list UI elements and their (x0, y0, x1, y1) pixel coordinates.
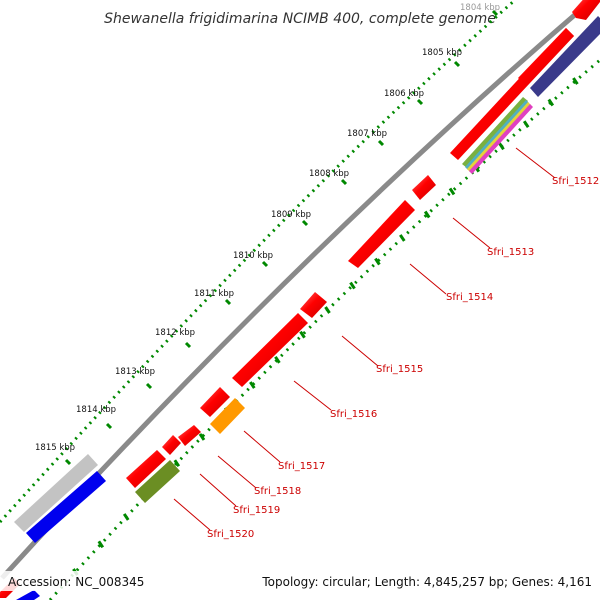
ruler-tick (64, 458, 72, 466)
gene-label-1513[interactable]: Sfri_1513 (487, 247, 534, 258)
inner-tick (198, 433, 206, 441)
gene-arrow-gray[interactable] (14, 454, 98, 532)
inner-tick (547, 98, 555, 107)
ruler-tick (453, 60, 461, 68)
footer-accession-bg (0, 571, 128, 591)
gene-arrow-top-right[interactable] (572, 0, 600, 20)
inner-tick (349, 281, 356, 290)
inner-tick (299, 330, 306, 339)
ruler-label: 1809 kbp (271, 210, 311, 220)
ruler-label: 1804 kbp (460, 3, 500, 13)
leader-1513 (452, 217, 491, 249)
gene-label-1515[interactable]: Sfri_1515 (376, 364, 423, 375)
inner-tick (572, 77, 579, 85)
ruler-tick (340, 178, 348, 186)
ruler-tick (145, 382, 153, 390)
ruler-tick (301, 219, 309, 227)
gene-label-1514[interactable]: Sfri_1514 (446, 292, 493, 303)
inner-tick-marks (72, 77, 579, 576)
gene-label-1520[interactable]: Sfri_1520 (207, 529, 254, 540)
ruler-tick (224, 298, 232, 306)
gene-arrow-1518-a[interactable] (200, 387, 230, 417)
ruler-tick (184, 341, 192, 349)
ruler-label: 1814 kbp (76, 405, 116, 415)
inner-tick (97, 540, 105, 549)
gene-arrow-1513-small[interactable] (412, 175, 436, 200)
inner-tick (448, 187, 456, 196)
leader-1517 (243, 430, 281, 463)
gene-label-1516[interactable]: Sfri_1516 (330, 409, 377, 420)
ruler-ticks (64, 9, 499, 466)
ruler-label: 1812 kbp (155, 328, 195, 338)
gene-arrow-1515-small[interactable] (300, 292, 327, 318)
gene-labels: Sfri_1512 Sfri_1513 Sfri_1514 Sfri_1515 … (207, 176, 599, 540)
label-leaders (173, 147, 556, 531)
gene-arrow-1518-c[interactable] (162, 435, 181, 455)
gene-arrow-1519-olive[interactable] (135, 460, 180, 503)
ruler-tick (261, 260, 269, 268)
gene-label-1517[interactable]: Sfri_1517 (278, 461, 325, 472)
gene-arrow-navy[interactable] (530, 16, 600, 97)
feature-stripe-green (462, 97, 528, 168)
ruler-label: 1813 kbp (115, 367, 155, 377)
gene-label-1512[interactable]: Sfri_1512 (552, 176, 599, 187)
feature-stripe-cyan (465, 100, 529, 170)
inner-tick (399, 234, 406, 242)
multicolor-feature[interactable] (462, 97, 533, 174)
leader-1520 (173, 498, 211, 531)
ruler-inner-track (48, 58, 600, 600)
inner-tick (249, 381, 256, 389)
gene-arrow-1516[interactable] (232, 313, 308, 387)
gene-arrow-1518-b[interactable] (178, 425, 201, 446)
leader-1515 (341, 335, 379, 367)
leader-1519 (199, 473, 237, 507)
gene-arrow-1514[interactable] (348, 200, 415, 268)
inner-tick (122, 513, 130, 521)
leader-1512 (515, 147, 556, 179)
ruler-tick (491, 9, 499, 17)
gene-arrow-1517-orange[interactable] (210, 398, 245, 434)
map-title: Shewanella frigidimarina NCIMB 400, comp… (104, 11, 496, 27)
gene-arrow-blue[interactable] (26, 471, 106, 543)
gene-arrow-small-red[interactable] (518, 28, 574, 86)
inner-tick (324, 306, 331, 314)
gene-label-1519[interactable]: Sfri_1519 (233, 505, 280, 516)
inner-tick (274, 355, 281, 364)
ruler-label: 1807 kbp (347, 129, 387, 139)
ruler-label: 1806 kbp (384, 89, 424, 99)
ruler-tick (105, 422, 113, 430)
inner-tick (498, 142, 505, 151)
ruler-label: 1808 kbp (309, 169, 349, 179)
ruler-label: 1811 kbp (194, 289, 234, 299)
inner-tick (522, 120, 530, 129)
ruler-label: 1815 kbp (35, 443, 75, 453)
inner-tick (423, 210, 431, 219)
leader-1514 (409, 263, 447, 295)
ruler-tick (377, 139, 385, 147)
ruler-label: 1810 kbp (233, 251, 273, 261)
leader-1518 (217, 455, 257, 489)
accession-text: Accession: NC_008345 (8, 575, 144, 589)
ruler-outer-track (0, 0, 516, 524)
gene-arrow-1520-red[interactable] (126, 450, 166, 488)
ruler-label: 1805 kbp (422, 48, 462, 58)
inner-tick (173, 459, 181, 468)
gene-label-1518[interactable]: Sfri_1518 (254, 486, 301, 497)
ruler-tick (416, 98, 424, 106)
topology-text: Topology: circular; Length: 4,845,257 bp… (261, 575, 592, 589)
ruler-labels: 1804 kbp 1805 kbp 1806 kbp 1807 kbp 1808… (35, 3, 500, 453)
leader-1516 (293, 380, 332, 411)
feature-stripe-magenta (469, 104, 533, 174)
inner-tick (374, 257, 381, 266)
feature-stripe-yellow (467, 102, 531, 172)
gene-arrow-bottom-left-blue[interactable] (16, 590, 40, 600)
